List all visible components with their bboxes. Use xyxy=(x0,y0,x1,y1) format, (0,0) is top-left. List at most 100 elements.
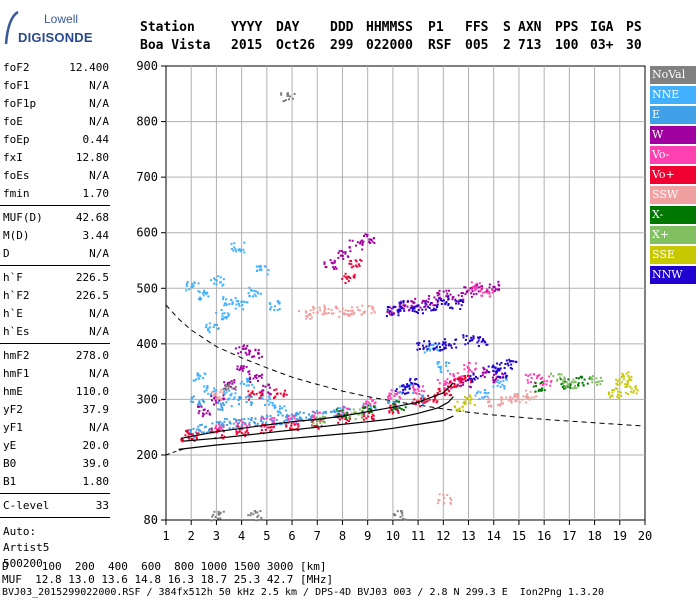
param-label: foF2 xyxy=(3,61,30,74)
data-point xyxy=(421,308,424,311)
data-point xyxy=(349,250,352,253)
data-point xyxy=(498,368,501,371)
legend-item-x-: X+ xyxy=(650,226,696,244)
data-point xyxy=(222,426,225,429)
param-label: hmF1 xyxy=(3,367,30,380)
data-point xyxy=(426,348,429,351)
data-point xyxy=(560,373,563,376)
data-point xyxy=(436,343,439,346)
data-point xyxy=(401,514,404,517)
data-point xyxy=(240,424,243,427)
data-point xyxy=(343,406,346,409)
data-point xyxy=(393,407,396,410)
data-point xyxy=(502,379,505,382)
data-point xyxy=(242,308,245,311)
data-point xyxy=(550,372,552,375)
param-value: 1.80 xyxy=(82,475,110,488)
data-point xyxy=(429,303,432,306)
data-point xyxy=(255,392,258,395)
data-point xyxy=(205,389,208,392)
data-point xyxy=(388,311,391,314)
data-point xyxy=(367,407,370,410)
data-point xyxy=(389,407,392,410)
data-point xyxy=(359,258,362,261)
data-point xyxy=(524,373,527,376)
data-point xyxy=(218,422,221,424)
data-point xyxy=(240,380,243,383)
data-point xyxy=(436,294,439,297)
data-point xyxy=(461,405,464,408)
data-point xyxy=(346,411,348,414)
data-point xyxy=(257,380,259,382)
data-point xyxy=(349,408,352,411)
data-point xyxy=(330,312,333,315)
data-point xyxy=(251,289,253,292)
data-point xyxy=(413,389,416,392)
data-point xyxy=(534,390,537,393)
data-point xyxy=(567,383,569,386)
data-point xyxy=(214,427,217,430)
data-point xyxy=(253,510,256,513)
data-point xyxy=(556,378,559,381)
data-point xyxy=(234,385,237,388)
data-point xyxy=(223,316,226,319)
x-tick-label: 15 xyxy=(512,529,526,543)
data-point xyxy=(338,413,340,416)
data-point xyxy=(245,425,248,428)
data-point xyxy=(266,273,269,276)
data-point xyxy=(228,420,231,423)
y-tick-label: 600 xyxy=(136,226,158,240)
param-g4-5: yE 20.0 xyxy=(3,437,109,455)
legend-item-sse: SSE xyxy=(650,246,696,264)
x-tick-label: 13 xyxy=(461,529,475,543)
data-point xyxy=(275,419,278,421)
data-point xyxy=(221,422,224,425)
data-point xyxy=(387,401,390,404)
data-point xyxy=(192,285,195,288)
data-point xyxy=(335,267,338,270)
data-point xyxy=(230,405,233,408)
data-point xyxy=(498,363,501,366)
data-point xyxy=(548,375,551,378)
data-point xyxy=(496,403,499,406)
data-point xyxy=(623,375,626,378)
data-point xyxy=(421,344,424,347)
param-value: 12.80 xyxy=(75,151,109,164)
data-point xyxy=(464,376,467,379)
data-point xyxy=(250,392,253,395)
data-point xyxy=(527,374,530,377)
data-point xyxy=(239,250,242,253)
data-point xyxy=(212,326,215,329)
data-point xyxy=(253,422,256,425)
data-point xyxy=(197,412,200,415)
data-point xyxy=(238,396,240,399)
data-point xyxy=(392,313,395,316)
data-point xyxy=(443,389,446,392)
data-point xyxy=(249,394,252,397)
data-point xyxy=(617,393,620,396)
param-label: h`F2 xyxy=(3,289,30,302)
data-point xyxy=(426,305,429,308)
data-point xyxy=(264,385,267,388)
data-point xyxy=(611,394,614,397)
data-point xyxy=(340,413,342,416)
data-point xyxy=(285,419,288,421)
data-point xyxy=(193,436,196,439)
data-point xyxy=(212,513,215,516)
param-value: N/A xyxy=(89,169,109,182)
data-point xyxy=(427,345,430,348)
data-point xyxy=(184,434,187,437)
data-point xyxy=(457,302,460,305)
data-point xyxy=(297,425,300,428)
data-point xyxy=(417,309,420,311)
series-ssw xyxy=(211,304,538,505)
data-point xyxy=(342,257,345,260)
data-point xyxy=(280,92,283,95)
data-point xyxy=(214,425,217,428)
data-point xyxy=(473,378,476,381)
data-point xyxy=(458,407,461,410)
data-point xyxy=(399,516,402,519)
data-point xyxy=(188,288,191,291)
x-tick-label: 20 xyxy=(638,529,652,543)
data-point xyxy=(457,294,460,297)
